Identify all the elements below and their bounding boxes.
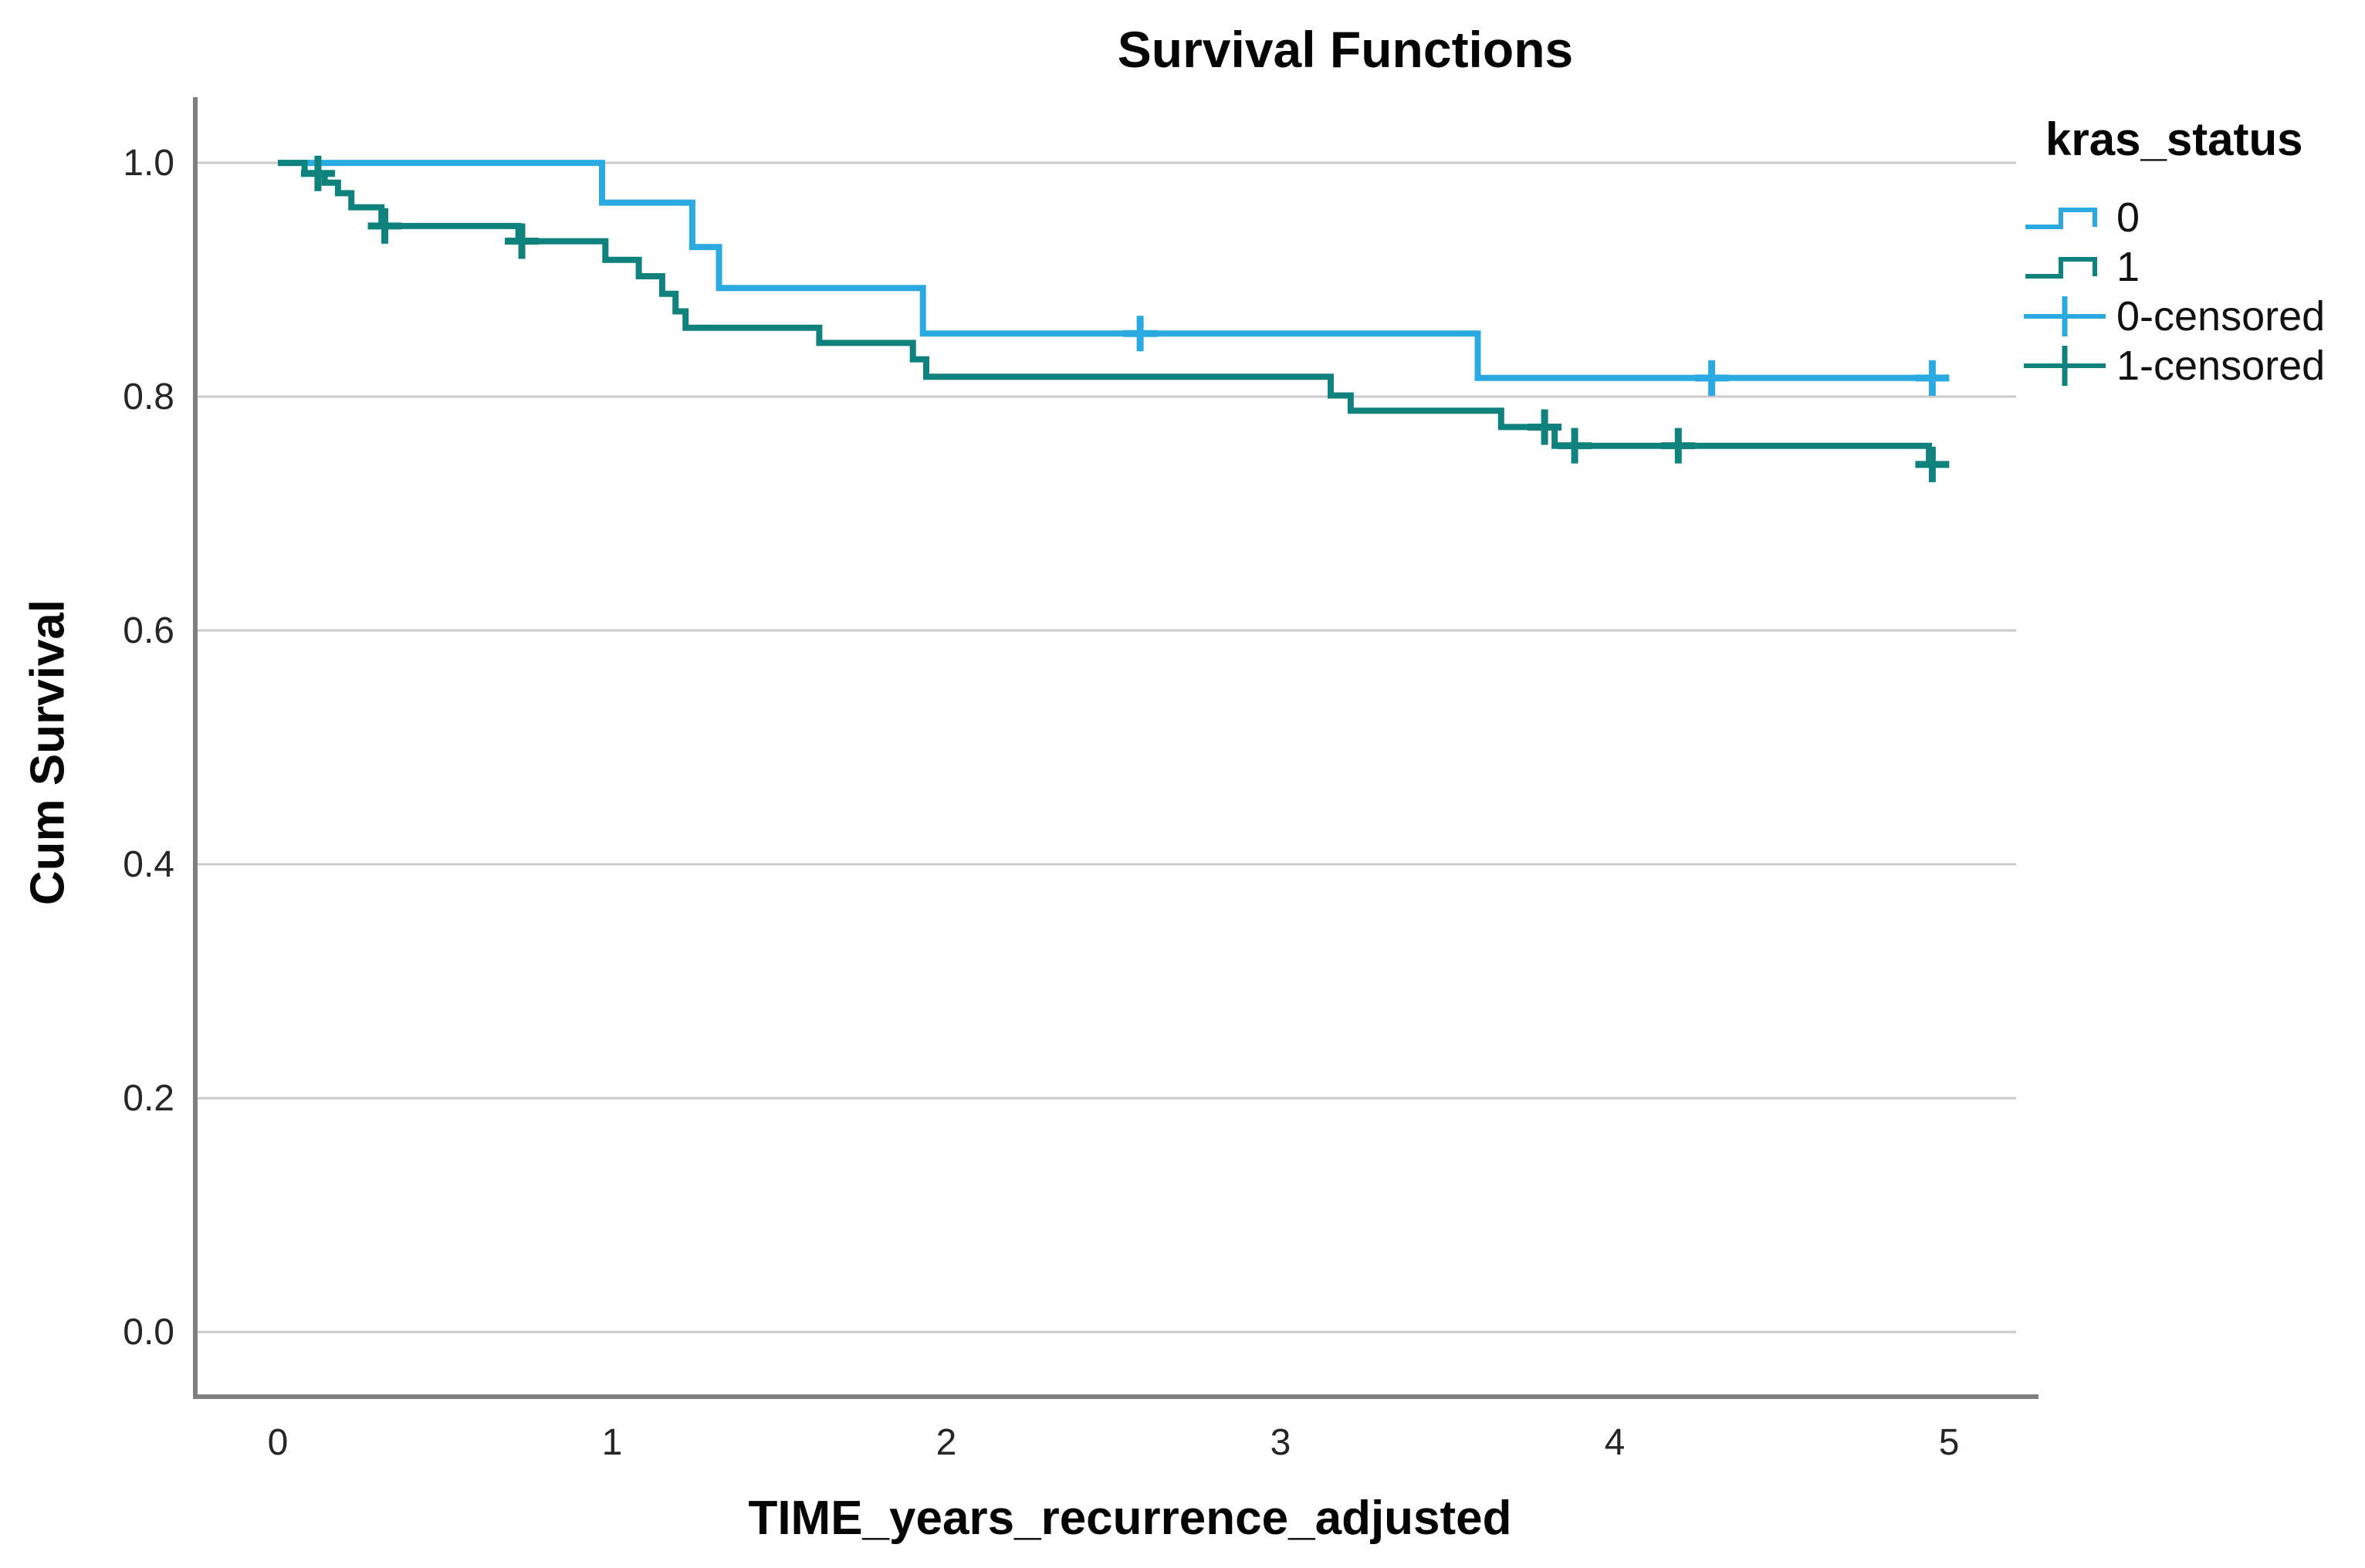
- x-tick-label: 0: [268, 1422, 289, 1463]
- y-tick-label: 0.6: [123, 610, 174, 651]
- y-tick-label: 0.4: [123, 844, 174, 885]
- y-tick-label: 0.2: [123, 1078, 174, 1119]
- x-tick-label: 1: [602, 1422, 623, 1463]
- censor-cross-sample-icon: [2024, 296, 2106, 336]
- step-line-sample-icon: [2025, 257, 2097, 279]
- x-tick-label: 4: [1605, 1422, 1626, 1463]
- x-axis-title: TIME_years_recurrence_adjusted: [748, 1492, 1512, 1545]
- survival-curve-1: [278, 160, 1943, 468]
- legend-item-1-censored: 1-censored: [2022, 341, 2365, 390]
- survival-curve-0: [278, 160, 1943, 381]
- legend-item-group-0: 0: [2022, 193, 2365, 242]
- legend-item-label: 0-censored: [2116, 293, 2326, 340]
- x-tick-label: 2: [936, 1422, 957, 1463]
- y-axis-title: Cum Survival: [21, 599, 75, 906]
- legend-title: kras_status: [2045, 113, 2303, 165]
- legend-item-label: 1-censored: [2116, 343, 2326, 389]
- legend: kras_status 0 1 0-censored 1-censored: [2022, 114, 2365, 390]
- y-tick-label: 0.0: [123, 1312, 174, 1353]
- legend-item-label: 0: [2116, 194, 2140, 241]
- x-tick-label: 5: [1939, 1422, 1960, 1463]
- legend-rows: 0 1 0-censored 1-censored: [2022, 193, 2365, 390]
- legend-item-group-1: 1: [2022, 242, 2365, 292]
- legend-item-label: 1: [2116, 244, 2140, 290]
- step-line-sample-icon: [2025, 208, 2097, 229]
- censor-cross-sample-icon: [2024, 346, 2106, 386]
- y-tick-label: 0.8: [123, 377, 174, 417]
- y-tick-label: 1.0: [123, 143, 174, 184]
- chart-title: Survival Functions: [1117, 21, 1574, 78]
- x-tick-label: 3: [1270, 1422, 1291, 1463]
- legend-item-0-censored: 0-censored: [2022, 292, 2365, 341]
